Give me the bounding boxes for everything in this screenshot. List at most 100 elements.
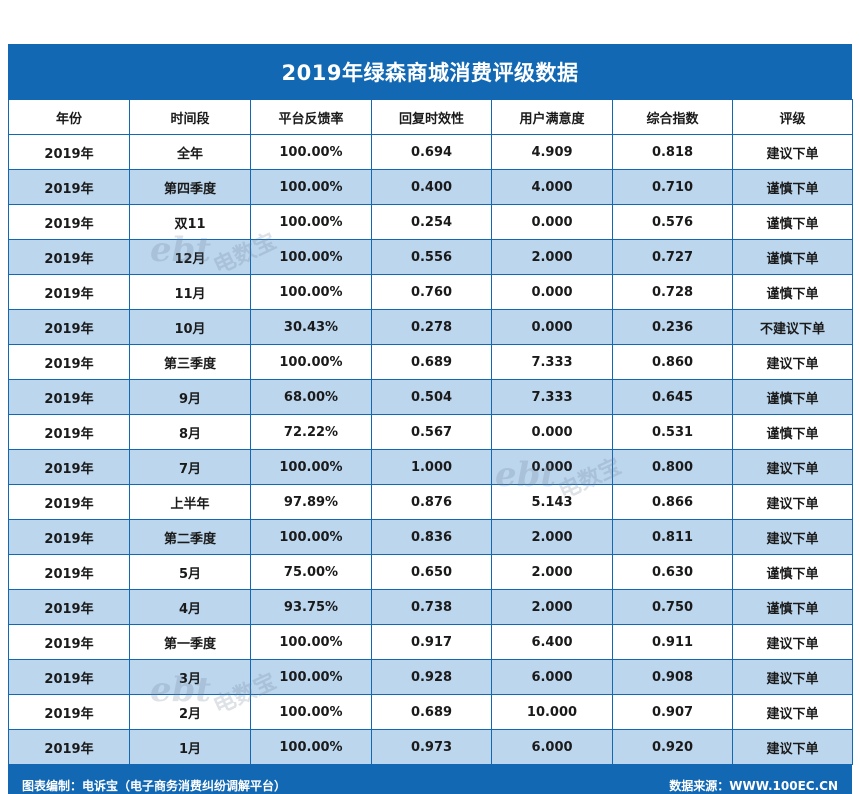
table-row: 2019年 2月 100.00% 0.689 10.000 0.907 建议下单	[8, 694, 853, 730]
table-cell: 75.00%	[250, 554, 372, 590]
table-cell: 2019年	[8, 484, 130, 520]
table-cell: 10月	[129, 309, 251, 345]
table-cell: 0.920	[612, 729, 733, 765]
table-cell: 100.00%	[250, 239, 372, 275]
table-cell: 0.818	[612, 134, 733, 170]
table-cell: 0.630	[612, 554, 733, 590]
table-cell: 2.000	[491, 239, 613, 275]
table-cell: 0.728	[612, 274, 733, 310]
table-row: 2019年 3月 100.00% 0.928 6.000 0.908 建议下单	[8, 659, 853, 695]
table-cell: 0.000	[491, 449, 613, 485]
table-cell: 4.909	[491, 134, 613, 170]
table-row: 2019年 第四季度 100.00% 0.400 4.000 0.710 谨慎下单	[8, 169, 853, 205]
table-cell: 上半年	[129, 484, 251, 520]
table-cell: 4月	[129, 589, 251, 625]
rating-table-card: 2019年绿森商城消费评级数据 年份 时间段 平台反馈率 回复时效性 用户满意度…	[8, 44, 853, 794]
table-cell: 2019年	[8, 554, 130, 590]
table-cell: 0.738	[371, 589, 492, 625]
table-cell: 2.000	[491, 519, 613, 555]
table-cell: 100.00%	[250, 449, 372, 485]
table-cell: 0.254	[371, 204, 492, 240]
table-cell: 建议下单	[732, 694, 853, 730]
table-cell: 0.645	[612, 379, 733, 415]
table-cell: 2019年	[8, 134, 130, 170]
table-cell: 谨慎下单	[732, 589, 853, 625]
table-cell: 2019年	[8, 239, 130, 275]
header-row: 年份 时间段 平台反馈率 回复时效性 用户满意度 综合指数 评级	[8, 99, 853, 135]
table-cell: 93.75%	[250, 589, 372, 625]
table-cell: 0.694	[371, 134, 492, 170]
table-cell: 建议下单	[732, 659, 853, 695]
table-cell: 0.908	[612, 659, 733, 695]
table-cell: 100.00%	[250, 169, 372, 205]
footer: 图表编制：电诉宝（电子商务消费纠纷调解平台） 数据来源：WWW.100EC.CN	[8, 774, 852, 794]
table-cell: 0.727	[612, 239, 733, 275]
table-cell: 建议下单	[732, 519, 853, 555]
column-header: 回复时效性	[371, 99, 492, 135]
table-cell: 97.89%	[250, 484, 372, 520]
table-cell: 不建议下单	[732, 309, 853, 345]
table-cell: 7月	[129, 449, 251, 485]
table-cell: 2019年	[8, 414, 130, 450]
table-cell: 2月	[129, 694, 251, 730]
table-cell: 5.143	[491, 484, 613, 520]
table-row: 2019年 12月 100.00% 0.556 2.000 0.727 谨慎下单	[8, 239, 853, 275]
table-cell: 谨慎下单	[732, 169, 853, 205]
table-row: 2019年 第一季度 100.00% 0.917 6.400 0.911 建议下单	[8, 624, 853, 660]
table-cell: 第四季度	[129, 169, 251, 205]
column-header: 评级	[732, 99, 853, 135]
rating-table: 年份 时间段 平台反馈率 回复时效性 用户满意度 综合指数 评级 2019年 全年…	[8, 99, 853, 765]
table-cell: 0.928	[371, 659, 492, 695]
table-cell: 9月	[129, 379, 251, 415]
table-title: 2019年绿森商城消费评级数据	[281, 60, 579, 85]
table-cell: 2019年	[8, 589, 130, 625]
table-cell: 100.00%	[250, 519, 372, 555]
table-cell: 0.866	[612, 484, 733, 520]
table-cell: 30.43%	[250, 309, 372, 345]
table-cell: 2019年	[8, 519, 130, 555]
table-row: 2019年 10月 30.43% 0.278 0.000 0.236 不建议下单	[8, 309, 853, 345]
table-cell: 0.531	[612, 414, 733, 450]
table-cell: 1月	[129, 729, 251, 765]
table-cell: 2019年	[8, 169, 130, 205]
table-cell: 建议下单	[732, 344, 853, 380]
table-cell: 68.00%	[250, 379, 372, 415]
table-cell: 0.750	[612, 589, 733, 625]
table-cell: 2019年	[8, 309, 130, 345]
table-cell: 建议下单	[732, 484, 853, 520]
table-cell: 0.000	[491, 204, 613, 240]
table-cell: 72.22%	[250, 414, 372, 450]
table-cell: 第三季度	[129, 344, 251, 380]
table-cell: 第一季度	[129, 624, 251, 660]
table-cell: 1.000	[371, 449, 492, 485]
table-cell: 全年	[129, 134, 251, 170]
table-cell: 第二季度	[129, 519, 251, 555]
table-cell: 2019年	[8, 624, 130, 660]
table-row: 2019年 11月 100.00% 0.760 0.000 0.728 谨慎下单	[8, 274, 853, 310]
table-cell: 100.00%	[250, 204, 372, 240]
table-row: 2019年 双11 100.00% 0.254 0.000 0.576 谨慎下单	[8, 204, 853, 240]
table-cell: 0.911	[612, 624, 733, 660]
table-cell: 0.811	[612, 519, 733, 555]
column-header: 时间段	[129, 99, 251, 135]
table-cell: 谨慎下单	[732, 414, 853, 450]
table-cell: 100.00%	[250, 694, 372, 730]
table-cell: 100.00%	[250, 624, 372, 660]
table-row: 2019年 5月 75.00% 0.650 2.000 0.630 谨慎下单	[8, 554, 853, 590]
table-row: 2019年 第二季度 100.00% 0.836 2.000 0.811 建议下单	[8, 519, 853, 555]
table-cell: 0.973	[371, 729, 492, 765]
table-cell: 0.556	[371, 239, 492, 275]
table-cell: 2.000	[491, 554, 613, 590]
table-row: 2019年 4月 93.75% 0.738 2.000 0.750 谨慎下单	[8, 589, 853, 625]
table-cell: 谨慎下单	[732, 239, 853, 275]
table-cell: 100.00%	[250, 274, 372, 310]
table-cell: 2019年	[8, 379, 130, 415]
table-cell: 0.917	[371, 624, 492, 660]
footer-credit: 图表编制：电诉宝（电子商务消费纠纷调解平台）	[22, 779, 287, 793]
column-header: 综合指数	[612, 99, 733, 135]
table-row: 2019年 9月 68.00% 0.504 7.333 0.645 谨慎下单	[8, 379, 853, 415]
table-cell: 双11	[129, 204, 251, 240]
table-cell: 3月	[129, 659, 251, 695]
table-cell: 100.00%	[250, 134, 372, 170]
table-cell: 8月	[129, 414, 251, 450]
